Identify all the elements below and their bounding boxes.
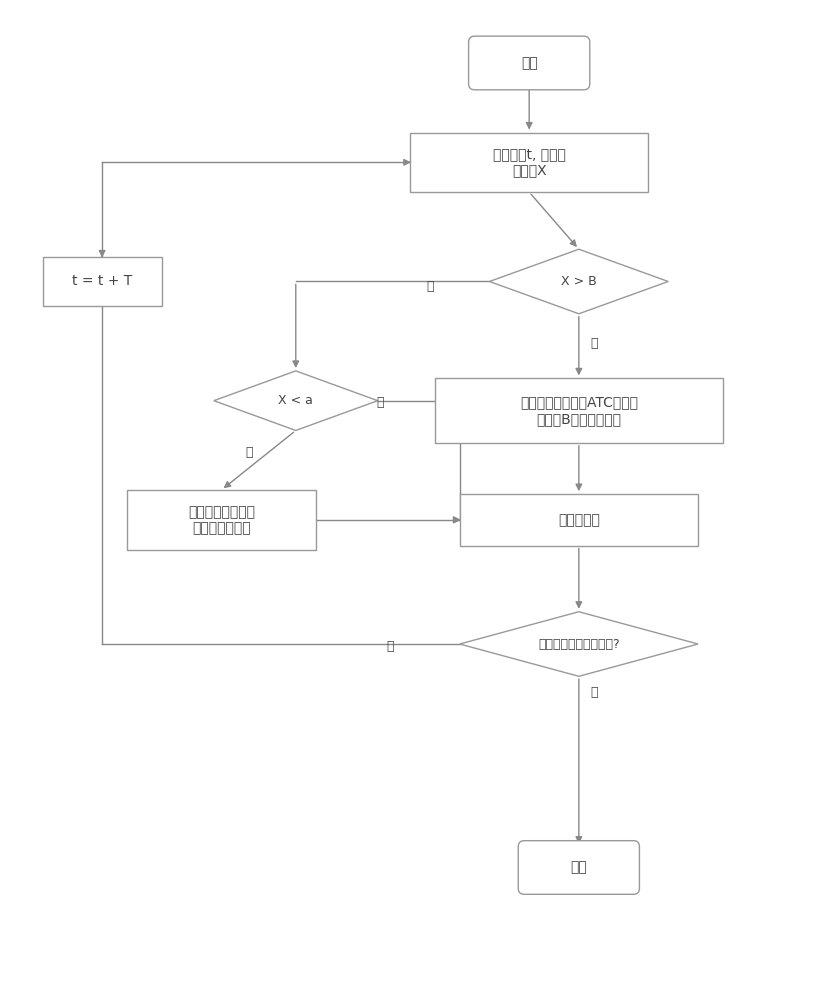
Text: 是: 是 [245, 446, 252, 459]
Text: 等待下一个时间窗
口内到来的工件: 等待下一个时间窗 口内到来的工件 [188, 505, 255, 535]
Text: 形成一个批: 形成一个批 [557, 513, 599, 527]
Text: 决策时刻t, 候选工
件数量X: 决策时刻t, 候选工 件数量X [492, 147, 565, 177]
FancyBboxPatch shape [518, 841, 639, 894]
Text: 是否所有工件都已组批?: 是否所有工件都已组批? [537, 638, 619, 651]
Text: 否: 否 [376, 396, 383, 409]
Polygon shape [459, 612, 697, 676]
Text: 否: 否 [386, 640, 393, 653]
Text: 开始: 开始 [520, 56, 537, 70]
Text: t = t + T: t = t + T [72, 274, 132, 288]
Text: 否: 否 [426, 280, 433, 293]
Bar [410, 133, 648, 192]
Bar [127, 490, 315, 550]
Polygon shape [489, 249, 667, 314]
Bar [43, 257, 161, 306]
FancyBboxPatch shape [468, 36, 589, 90]
Text: X > B: X > B [560, 275, 596, 288]
Text: 计算所有工件当前ATC值，并
选择前B个工件组成批: 计算所有工件当前ATC值，并 选择前B个工件组成批 [519, 396, 637, 426]
Bar [434, 378, 722, 443]
Polygon shape [214, 371, 378, 430]
Bar [459, 494, 697, 546]
Text: X < a: X < a [278, 394, 313, 407]
Text: 结束: 结束 [570, 860, 586, 874]
Text: 是: 是 [590, 337, 597, 350]
Text: 是: 是 [590, 686, 597, 699]
